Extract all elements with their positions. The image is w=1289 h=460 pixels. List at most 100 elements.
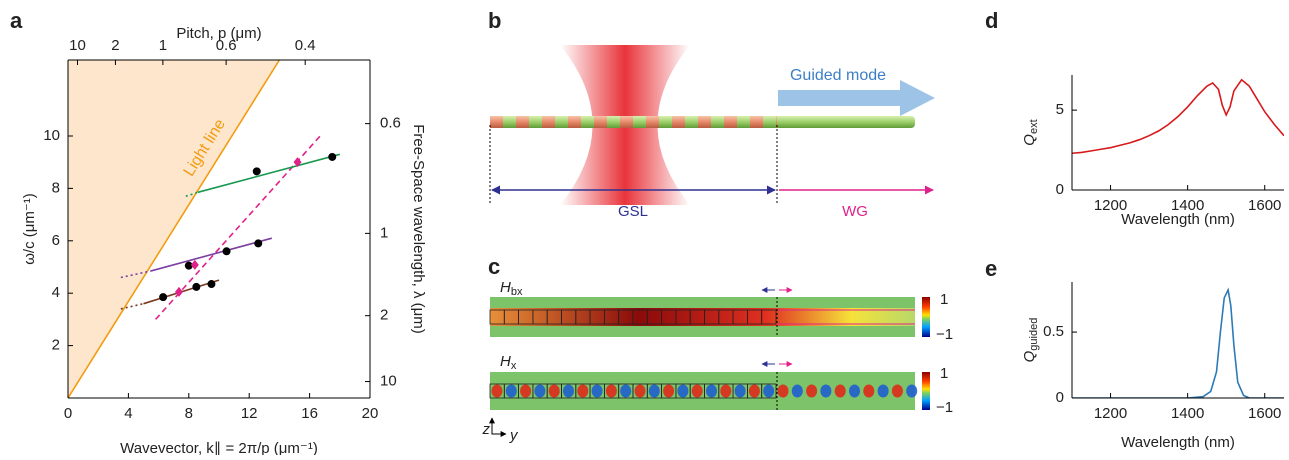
panel-label: d	[985, 8, 998, 33]
field-lobe	[792, 385, 803, 398]
diagram-c: Hbx Hx 1 −1 1 −1 z y	[482, 279, 954, 444]
x2-tick-label: 0.4	[295, 37, 316, 54]
plot-area	[1072, 290, 1284, 398]
data-point	[207, 280, 215, 288]
data-point	[328, 153, 336, 161]
map-label-main: H	[500, 279, 511, 296]
field-lobe	[835, 385, 846, 398]
guided-arrow	[778, 80, 935, 116]
field-lobe	[635, 385, 646, 398]
y-axis-label-main: Q	[1021, 350, 1038, 362]
field-lobe	[863, 385, 874, 398]
field-lobe	[506, 385, 517, 398]
y-axis-label: ω/c (μm⁻¹)	[21, 193, 38, 265]
y-axis-label-main: Q	[1021, 134, 1038, 146]
grating	[490, 116, 777, 128]
arrow-label: Guided mode	[790, 67, 886, 84]
field-lobe	[706, 385, 717, 398]
y-tick-label: 6	[52, 232, 60, 249]
y-axis-label-sub: guided	[1028, 318, 1040, 351]
colorbar-label: −1	[936, 399, 953, 416]
field-lobe	[849, 385, 860, 398]
diagram-b: Guided mode GSL WG	[490, 45, 935, 220]
y-tick-label: 4	[52, 284, 60, 301]
y2-axis-label: Free-Space wavelength, λ (μm)	[410, 124, 427, 334]
panel-label: e	[985, 256, 997, 281]
field-lobe	[763, 385, 774, 398]
field-lobe	[906, 385, 917, 398]
field-lobe	[592, 385, 603, 398]
gsl-label: GSL	[618, 203, 648, 220]
field-lobe	[563, 385, 574, 398]
y-tick-label: 0	[1056, 389, 1064, 406]
data-point	[191, 260, 199, 270]
data-point	[253, 167, 261, 175]
x2-tick-label: 2	[111, 37, 119, 54]
colorbar-label: 1	[940, 365, 948, 382]
x-axis-label: Wavevector, k∥ = 2π/p (μm⁻¹)	[120, 440, 318, 455]
field-lobe	[892, 385, 903, 398]
y2-tick-label: 2	[380, 307, 388, 324]
map-label-sub: bx	[511, 286, 523, 298]
series-line	[1072, 80, 1284, 153]
y-tick-label: 10	[43, 127, 60, 144]
y-tick-label: 8	[52, 179, 60, 196]
x-tick-label: 4	[124, 405, 132, 422]
x-tick-label: 1600	[1248, 197, 1281, 214]
x-axis-label: Wavelength (nm)	[1121, 211, 1235, 228]
colorbar	[922, 297, 930, 337]
field-lobe	[735, 385, 746, 398]
field-lobe	[649, 385, 660, 398]
colorbar	[922, 372, 930, 410]
field-band	[490, 308, 915, 326]
field-lobe	[577, 385, 588, 398]
field-lobe	[878, 385, 889, 398]
y2-tick-label: 10	[380, 373, 397, 390]
field-lobe	[720, 385, 731, 398]
y-axis-label: Qext	[1021, 119, 1040, 145]
y-axis-label: Qguided	[1021, 318, 1040, 363]
x-tick-label: 16	[301, 405, 318, 422]
series-line	[1072, 290, 1284, 398]
field-lobe	[806, 385, 817, 398]
x2-tick-label: 10	[69, 37, 86, 54]
colorbar-label: 1	[940, 291, 948, 308]
plot-area	[1072, 80, 1284, 153]
x-tick-label: 0	[64, 405, 72, 422]
map-label-sub: x	[511, 360, 517, 372]
field-lobe	[677, 385, 688, 398]
field-lobe	[606, 385, 617, 398]
field-lobe	[749, 385, 760, 398]
data-point	[223, 247, 231, 255]
axes-icon	[492, 418, 506, 434]
y-tick-label: 2	[52, 337, 60, 354]
wg-label: WG	[842, 203, 868, 220]
axis-name: z	[482, 421, 491, 438]
x2-axis-label: Pitch, p (μm)	[176, 25, 261, 42]
plot-area	[68, 60, 340, 398]
map-label-main: H	[500, 353, 511, 370]
series-line	[198, 154, 340, 192]
x-tick-label: 12	[241, 405, 258, 422]
series-line	[151, 238, 272, 271]
field-lobe	[520, 385, 531, 398]
map-label: Hbx	[500, 279, 523, 298]
x2-tick-label: 1	[159, 37, 167, 54]
field-lobe	[492, 385, 503, 398]
x-tick-label: 1200	[1094, 405, 1127, 422]
field-lobe	[692, 385, 703, 398]
panel-label: c	[488, 254, 500, 279]
field-lobe	[663, 385, 674, 398]
x-tick-label: 20	[362, 405, 379, 422]
axis-name: y	[509, 427, 519, 444]
figure: a b c d e Guided mode GSL WG Hbx Hx 1 −1…	[0, 0, 1289, 455]
field-lobe	[620, 385, 631, 398]
data-point	[254, 239, 262, 247]
x-tick-label: 1600	[1248, 405, 1281, 422]
field-lobe	[820, 385, 831, 398]
map-label: Hx	[500, 353, 517, 372]
field-lobe	[534, 385, 545, 398]
colorbar-label: −1	[936, 326, 953, 343]
y-tick-label: 0	[1056, 181, 1064, 198]
y-tick-label: 0.5	[1043, 323, 1064, 340]
